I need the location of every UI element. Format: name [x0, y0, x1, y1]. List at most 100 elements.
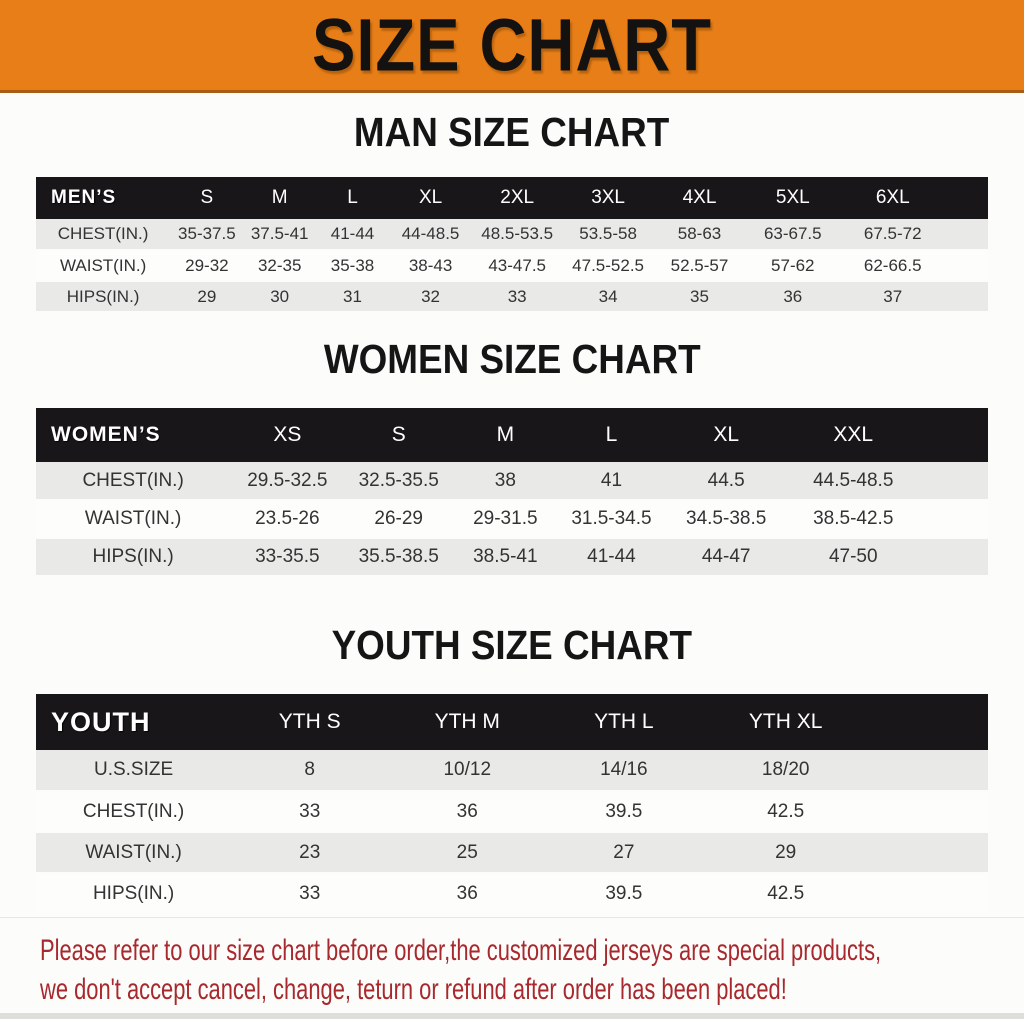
size-value-cell: 30 [243, 281, 316, 313]
table-title-cell: WOMEN’S [36, 408, 231, 462]
size-column-header: 5XL [745, 177, 841, 219]
spacer-cell [869, 832, 988, 874]
size-value-cell: 38.5-42.5 [787, 500, 920, 539]
size-value-cell: 38.5-41 [452, 538, 558, 577]
size-value-cell: 41 [557, 462, 666, 501]
size-value-cell: 63-67.5 [745, 219, 841, 251]
row-label-cell: WAIST(IN.) [36, 500, 231, 539]
spacer-cell [945, 177, 988, 219]
size-value-cell: 58-63 [653, 219, 746, 251]
size-column-header: XS [230, 408, 345, 462]
size-value-cell: 23.5-26 [230, 500, 345, 539]
table-header-row: YOUTH YTH S YTH M YTH L YTH XL [36, 694, 988, 750]
size-value-cell: 29.5-32.5 [230, 462, 345, 501]
size-value-cell: 8 [231, 750, 389, 792]
size-value-cell: 14/16 [546, 750, 702, 792]
size-value-cell: 35-37.5 [170, 219, 244, 251]
size-value-cell: 23 [231, 832, 389, 874]
size-column-header: XL [389, 177, 472, 219]
size-column-header: YTH M [388, 694, 547, 750]
row-label-cell: HIPS(IN.) [36, 281, 171, 313]
size-value-cell: 33 [231, 873, 389, 915]
womens-size-table: WOMEN’S XS S M L XL XXL CHEST(IN.) 29.5-32.5 32.5… [36, 408, 988, 577]
table-header-row: MEN’S S M L XL 2XL 3XL 4XL 5XL 6XL [36, 177, 988, 219]
size-value-cell: 33 [231, 791, 389, 833]
size-value-cell: 38 [452, 462, 558, 501]
size-value-cell: 44.5 [665, 462, 788, 501]
size-value-cell: 32.5-35.5 [344, 462, 453, 501]
size-column-header: 3XL [562, 177, 654, 219]
spacer-cell [919, 408, 988, 462]
size-value-cell: 25 [388, 832, 547, 874]
size-value-cell: 42.5 [701, 791, 870, 833]
size-value-cell: 36 [745, 281, 841, 313]
size-value-cell: 37.5-41 [243, 219, 316, 251]
banner: SIZE CHART [0, 0, 1024, 93]
man-size-chart-heading: MAN SIZE CHART [0, 110, 1024, 155]
size-column-header: XXL [787, 408, 920, 462]
size-value-cell: 27 [546, 832, 702, 874]
size-column-header: YTH S [231, 694, 389, 750]
size-value-cell: 31 [315, 281, 390, 313]
mens-size-table: MEN’S S M L XL 2XL 3XL 4XL 5XL 6XL CHEST(IN.) 35-37… [36, 177, 988, 313]
size-value-cell: 29 [170, 281, 244, 313]
table-header-row: WOMEN’S XS S M L XL XXL [36, 408, 988, 462]
size-value-cell: 33 [471, 281, 563, 313]
row-label-cell: CHEST(IN.) [36, 462, 231, 501]
size-value-cell: 41-44 [315, 219, 390, 251]
size-value-cell: 29 [701, 832, 870, 874]
size-value-cell: 31.5-34.5 [557, 500, 666, 539]
table-title-cell: MEN’S [36, 177, 171, 219]
size-column-header: L [557, 408, 666, 462]
size-value-cell: 53.5-58 [562, 219, 654, 251]
size-column-header: YTH L [546, 694, 702, 750]
size-column-header: YTH XL [701, 694, 870, 750]
size-value-cell: 57-62 [745, 250, 841, 282]
disclaimer-line-2: we don't accept cancel, change, teturn o… [40, 973, 787, 1006]
youth-size-table: YOUTH YTH S YTH M YTH L YTH XL U.S.SIZE 8 10/12… [36, 694, 988, 915]
size-value-cell: 35.5-38.5 [344, 538, 453, 577]
spacer-cell [869, 791, 988, 833]
size-value-cell: 48.5-53.5 [471, 219, 563, 251]
table-row: HIPS(IN.) 29 30 31 32 33 34 35 36 37 [36, 281, 988, 313]
size-value-cell: 29-31.5 [452, 500, 558, 539]
size-value-cell: 47-50 [787, 538, 920, 577]
size-value-cell: 35-38 [315, 250, 390, 282]
row-label-cell: CHEST(IN.) [36, 791, 232, 833]
size-value-cell: 39.5 [546, 791, 702, 833]
size-value-cell: 36 [388, 791, 547, 833]
size-value-cell: 29-32 [170, 250, 244, 282]
size-value-cell: 34 [562, 281, 654, 313]
table-row: CHEST(IN.) 33 36 39.5 42.5 [36, 791, 988, 833]
size-column-header: S [344, 408, 453, 462]
size-value-cell: 18/20 [701, 750, 870, 792]
row-label-cell: HIPS(IN.) [36, 538, 231, 577]
footer-divider [0, 917, 1024, 918]
size-value-cell: 62-66.5 [840, 250, 946, 282]
spacer-cell [919, 500, 988, 539]
size-value-cell: 37 [840, 281, 946, 313]
size-value-cell: 38-43 [389, 250, 472, 282]
size-column-header: L [315, 177, 390, 219]
spacer-cell [869, 694, 988, 750]
spacer-cell [919, 462, 988, 501]
size-value-cell: 34.5-38.5 [665, 500, 788, 539]
size-value-cell: 52.5-57 [653, 250, 746, 282]
spacer-cell [945, 219, 988, 251]
women-size-chart-heading-text: WOMEN SIZE CHART [323, 337, 701, 383]
banner-title: SIZE CHART [312, 3, 712, 87]
disclaimer-line-1: Please refer to our size chart before or… [40, 934, 882, 967]
size-value-cell: 43-47.5 [471, 250, 563, 282]
row-label-cell: U.S.SIZE [36, 750, 232, 792]
spacer-cell [945, 250, 988, 282]
women-size-chart-heading: WOMEN SIZE CHART [0, 337, 1024, 383]
spacer-cell [919, 538, 988, 577]
table-row: CHEST(IN.) 35-37.5 37.5-41 41-44 44-48.5 48.5… [36, 219, 988, 251]
row-label-cell: HIPS(IN.) [36, 873, 232, 915]
size-value-cell: 33-35.5 [230, 538, 345, 577]
table-row: HIPS(IN.) 33 36 39.5 42.5 [36, 873, 988, 915]
size-value-cell: 35 [653, 281, 746, 313]
disclaimer: Please refer to our size chart before or… [40, 931, 1024, 1009]
spacer-cell [869, 873, 988, 915]
size-value-cell: 26-29 [344, 500, 453, 539]
